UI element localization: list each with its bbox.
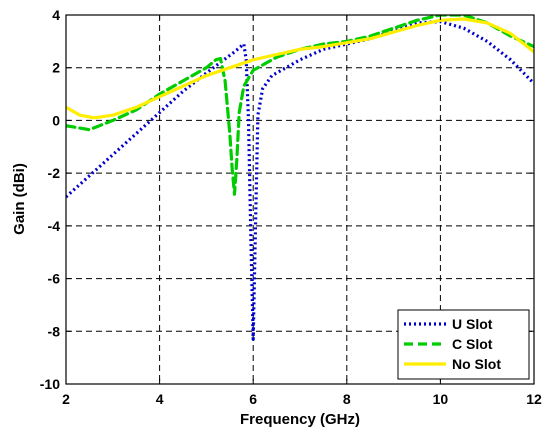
y-tick-label: 2 <box>52 60 60 76</box>
y-axis-label: Gain (dBi) <box>11 163 28 235</box>
x-tick-label: 10 <box>433 391 449 407</box>
x-tick-label: 4 <box>156 391 164 407</box>
legend-label: U Slot <box>452 316 493 332</box>
x-tick-label: 12 <box>526 391 542 407</box>
y-tick-label: -6 <box>48 271 61 287</box>
x-tick-label: 6 <box>249 391 257 407</box>
legend-label: C Slot <box>452 336 493 352</box>
x-tick-label: 8 <box>343 391 351 407</box>
plot-area-frame <box>65 14 535 385</box>
y-tick-label: 4 <box>52 7 60 23</box>
y-tick-label: -4 <box>48 218 61 234</box>
legend: U Slot C Slot No Slot <box>397 309 530 380</box>
y-tick-label: 0 <box>52 112 60 128</box>
x-tick-label: 2 <box>62 391 70 407</box>
y-tick-label: -10 <box>40 376 60 392</box>
series-line-no-slot <box>66 17 534 120</box>
grid-lines <box>66 15 534 384</box>
series-line-c-slot <box>66 15 534 196</box>
y-tick-label: -8 <box>48 323 61 339</box>
axis-ticks: 2 4 6 8 10 12 4 2 0 -2 -4 -6 -8 -10 <box>40 7 542 407</box>
y-tick-label: -2 <box>48 165 61 181</box>
series-layer <box>66 15 534 341</box>
legend-label: No Slot <box>452 356 501 372</box>
x-axis-label: Frequency (GHz) <box>240 411 360 428</box>
